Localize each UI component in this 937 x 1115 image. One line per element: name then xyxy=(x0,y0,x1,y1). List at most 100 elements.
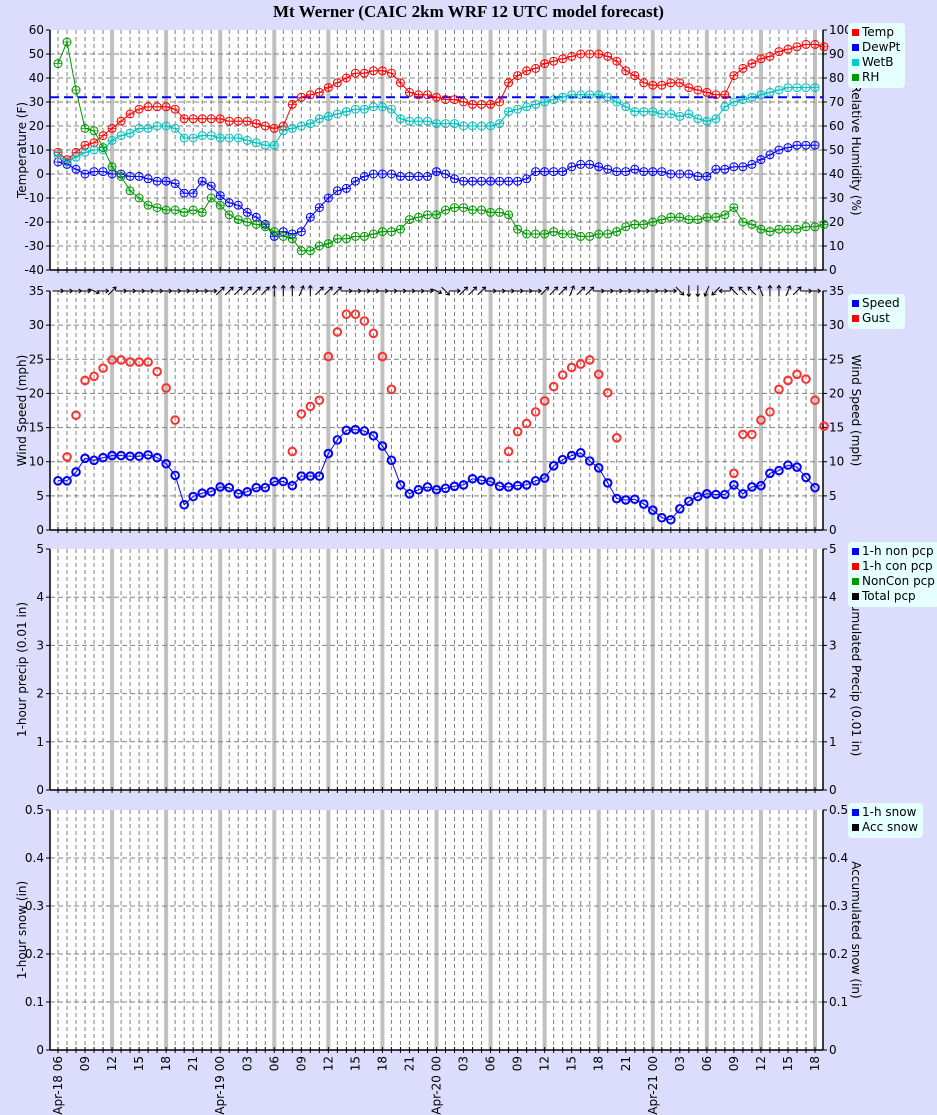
y-tick-left: 50 xyxy=(29,47,44,61)
legend-label: Speed xyxy=(862,296,900,310)
legend-swatch xyxy=(852,44,859,51)
y-tick-left: 15 xyxy=(29,421,44,435)
legend-swatch xyxy=(852,300,859,307)
y-tick-left: 0 xyxy=(36,523,44,537)
x-tick-label: 09 xyxy=(727,1056,741,1071)
legend-label: DewPt xyxy=(862,40,901,54)
legend-item: WetB xyxy=(852,55,900,70)
y-tick-right: 0 xyxy=(829,263,837,277)
y-tick-left: 35 xyxy=(29,284,44,298)
x-axis-labels: Apr-18 06 09 12 15 18 21 Apr-19 00 03 06 09 12 15 18… xyxy=(51,1056,822,1115)
legend-swatch xyxy=(852,809,859,816)
x-tick-label: 15 xyxy=(132,1056,146,1071)
legend-snow: 1-h snow Acc snow xyxy=(848,803,924,838)
y-tick-right: 60 xyxy=(829,119,844,133)
y-tick-left: 60 xyxy=(29,23,44,37)
x-tick-label: 21 xyxy=(402,1056,416,1071)
x-tick-label: 03 xyxy=(673,1056,687,1071)
legend-swatch xyxy=(852,29,859,36)
y-tick-left: 40 xyxy=(29,71,44,85)
legend-swatch xyxy=(852,578,859,585)
x-tick-label: 15 xyxy=(781,1056,795,1071)
series-dewpt xyxy=(53,140,820,241)
y-axis-label-left: Wind Speed (mph) xyxy=(15,355,29,467)
legend-item: Acc snow xyxy=(852,820,918,835)
y-tick-right: 1 xyxy=(829,735,837,749)
x-tick-label: 21 xyxy=(619,1056,633,1071)
legend-label: 1-h con pcp xyxy=(862,559,933,573)
y-tick-left: 0.5 xyxy=(25,803,44,817)
legend-item: 1-h non pcp xyxy=(852,544,935,559)
y-tick-left: 20 xyxy=(29,119,44,133)
y-tick-left: 0.3 xyxy=(25,899,44,913)
x-tick-label: 21 xyxy=(186,1056,200,1071)
y-axis-label-left: 1-hour snow (in) xyxy=(15,881,29,979)
y-tick-right: 20 xyxy=(829,215,844,229)
y-tick-right: 5 xyxy=(829,542,837,556)
y-tick-right: 4 xyxy=(829,590,837,604)
legend-item: Gust xyxy=(852,311,900,326)
y-tick-right: 0.3 xyxy=(829,899,848,913)
y-tick-left: 4 xyxy=(36,590,44,604)
y-tick-left: 1 xyxy=(36,735,44,749)
y-tick-left: 0.1 xyxy=(25,995,44,1009)
y-tick-left: 5 xyxy=(36,489,44,503)
legend-item: 1-h snow xyxy=(852,805,918,820)
x-tick-label: 06 xyxy=(267,1056,281,1071)
y-tick-right: 3 xyxy=(829,638,837,652)
y-tick-left: 30 xyxy=(29,95,44,109)
y-tick-left: 0 xyxy=(36,783,44,797)
x-tick-label: 15 xyxy=(348,1056,362,1071)
legend-item: Temp xyxy=(852,25,900,40)
x-tick-label: 18 xyxy=(592,1056,606,1071)
y-tick-left: 10 xyxy=(29,455,44,469)
x-tick-label: 12 xyxy=(754,1056,768,1071)
y-tick-left: -30 xyxy=(24,239,44,253)
legend-label: 1-h non pcp xyxy=(862,544,934,558)
y-tick-left: 0 xyxy=(36,1043,44,1057)
legend-swatch xyxy=(852,315,859,322)
x-tick-label: Apr-20 00 xyxy=(430,1056,444,1115)
x-tick-label: Apr-19 00 xyxy=(213,1056,227,1115)
x-tick-label: 12 xyxy=(321,1056,335,1071)
legend-label: WetB xyxy=(862,55,894,69)
x-tick-label: 09 xyxy=(78,1056,92,1071)
legend-label: Temp xyxy=(862,25,894,39)
y-tick-right: 90 xyxy=(829,47,844,61)
legend-item: 1-h con pcp xyxy=(852,559,935,574)
series-wetb xyxy=(53,83,820,167)
series-rh xyxy=(53,37,829,256)
x-tick-label: 18 xyxy=(159,1056,173,1071)
legend-swatch xyxy=(852,59,859,66)
legend-swatch xyxy=(852,74,859,81)
y-axis-label-left: 1-hour precip (0.01 in) xyxy=(15,602,29,737)
legend-item: Speed xyxy=(852,296,900,311)
y-axis-label-right: Accumulated snow (in) xyxy=(849,861,863,998)
legend-swatch xyxy=(852,548,859,555)
legend-swatch xyxy=(852,563,859,570)
y-tick-right: 0.4 xyxy=(829,851,848,865)
y-tick-right: 0 xyxy=(829,523,837,537)
y-tick-right: 0.1 xyxy=(829,995,848,1009)
legend-label: Total pcp xyxy=(862,589,916,603)
y-tick-left: 30 xyxy=(29,318,44,332)
legend-label: RH xyxy=(862,70,880,84)
legend-item: DewPt xyxy=(852,40,900,55)
y-tick-right: 0.5 xyxy=(829,803,848,817)
y-tick-left: 0.2 xyxy=(25,947,44,961)
x-tick-label: 06 xyxy=(484,1056,498,1071)
series-gust xyxy=(62,309,829,479)
legend-precip: 1-h non pcp 1-h con pcp NonCon pcp Total pc… xyxy=(848,542,937,607)
y-tick-left: -40 xyxy=(24,263,44,277)
y-tick-left: 5 xyxy=(36,542,44,556)
y-tick-right: 50 xyxy=(829,143,844,157)
y-tick-right: 0 xyxy=(829,783,837,797)
panel-wind: 35 35 30 30 25 25 20 20 15 15 10 10 5 5 0 0 Wind Speed (… xyxy=(15,284,863,537)
y-tick-right: 80 xyxy=(829,71,844,85)
legend-swatch xyxy=(852,824,859,831)
x-tick-label: Apr-21 00 xyxy=(646,1056,660,1115)
y-tick-right: 0.2 xyxy=(829,947,848,961)
y-axis-label-right: Relative Humidity (%) xyxy=(849,84,863,215)
y-tick-left: 3 xyxy=(36,638,44,652)
